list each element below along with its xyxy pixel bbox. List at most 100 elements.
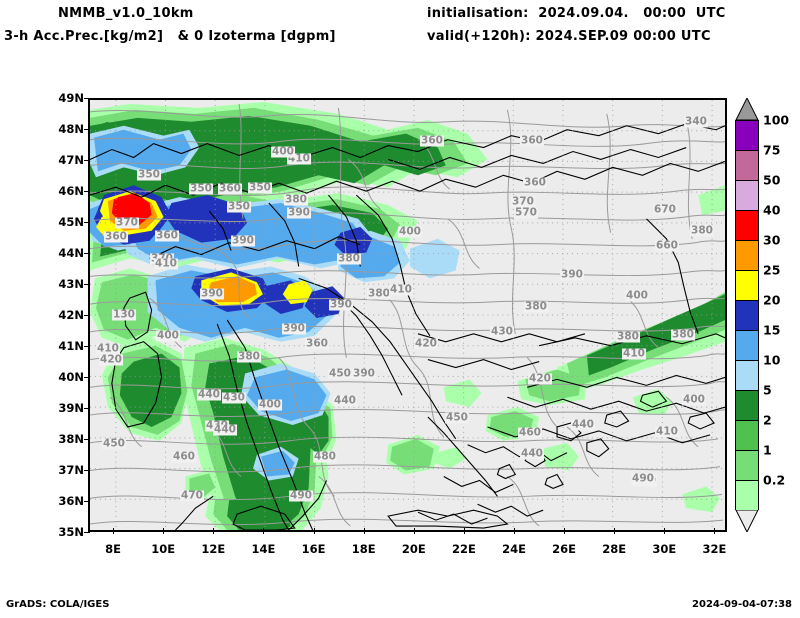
contour-label: 420 [99, 353, 123, 366]
latitude-axis: 35N 36N 37N 38N 39N 40N 41N 42N 43N 44N 45N 46N 47N 4… [0, 91, 90, 539]
contour-label: 440 [520, 447, 544, 460]
longitude-tick-label: 26E [552, 542, 577, 556]
colorbar-tick-label: 25 [763, 262, 781, 278]
longitude-tick-mark [564, 528, 566, 534]
colorbar-tick-label: 1 [763, 442, 772, 458]
longitude-tick-label: 28E [602, 542, 627, 556]
colorbar-tick-label: 2 [763, 412, 772, 428]
colorbar-over-arrow [735, 98, 759, 120]
contour-label: 360 [104, 230, 128, 243]
precip-shading [90, 101, 725, 530]
contour-label: 400 [398, 225, 422, 238]
colorbar-band [735, 300, 759, 330]
contour-label: 440 [213, 423, 237, 436]
contour-label: 410 [287, 152, 311, 165]
longitude-tick-mark [714, 528, 716, 534]
latitude-tick-mark [84, 315, 90, 316]
colorbar-divider [735, 330, 759, 331]
contour-label: 400 [682, 393, 706, 406]
contour-label: 350 [137, 168, 161, 181]
latitude-tick-mark [84, 191, 90, 192]
contour-label: 360 [420, 134, 444, 147]
contour-label: 390 [200, 287, 224, 300]
contour-label: 410 [622, 347, 646, 360]
contour-label: 380 [690, 224, 714, 237]
colorbar-tick-label: 15 [763, 322, 781, 338]
colorbar-tick-label: 40 [763, 202, 781, 218]
contour-label: 390 [560, 268, 584, 281]
weather-map-plot: 340 350 350 360 350 360 410 400 360 360 370 360 360 3… [88, 98, 727, 532]
colorbar-tick-label: 100 [763, 112, 790, 128]
longitude-tick-mark [363, 528, 365, 534]
colorbar-divider [735, 150, 759, 151]
longitude-tick-mark [163, 528, 165, 534]
longitude-tick-label: 32E [702, 542, 727, 556]
colorbar-band [735, 390, 759, 420]
colorbar-divider [735, 360, 759, 361]
colorbar-divider [735, 210, 759, 211]
colorbar-divider [735, 390, 759, 391]
longitude-tick-mark [213, 528, 215, 534]
contour-label: 360 [155, 229, 179, 242]
longitude-tick-label: 20E [401, 542, 426, 556]
contour-label: 440 [333, 394, 357, 407]
latitude-tick-label: 37N [58, 463, 84, 477]
longitude-tick-label: 16E [301, 542, 326, 556]
contour-label: 380 [671, 328, 695, 341]
colorbar-band [735, 150, 759, 180]
longitude-axis: 8E 10E 12E 14E 16E 18E 20E 22E 24E 26E 28E 30E 32E [88, 528, 727, 560]
latitude-tick-mark [84, 129, 90, 130]
colorbar-tick-label: 50 [763, 172, 781, 188]
contour-label: 410 [655, 425, 679, 438]
contour-label: 480 [313, 450, 337, 463]
colorbar-tick-label: 20 [763, 292, 781, 308]
contour-label: 350 [248, 181, 272, 194]
precipitation-colorbar: 0.2 1 2 5 10 15 20 25 30 40 50 75 100 [735, 98, 789, 532]
contour-label: 670 [653, 203, 677, 216]
latitude-tick-mark [84, 501, 90, 502]
colorbar-tick-label: 30 [763, 232, 781, 248]
model-title: NMMB_v1.0_10km [58, 6, 194, 21]
valid-time: valid(+120h): 2024.SEP.09 00:00 UTC [427, 29, 711, 44]
latitude-tick-label: 45N [58, 215, 84, 229]
field-description: 3-h Acc.Prec.[kg/m2] & 0 Izoterma [dgpm] [4, 29, 336, 44]
contour-label: 490 [631, 472, 655, 485]
longitude-tick-mark [463, 528, 465, 534]
latitude-tick-label: 40N [58, 370, 84, 384]
contour-label: 410 [96, 342, 120, 355]
colorbar-band [735, 180, 759, 210]
colorbar-band [735, 270, 759, 300]
longitude-tick-label: 24E [502, 542, 526, 556]
longitude-tick-label: 18E [351, 542, 376, 556]
longitude-tick-mark [413, 528, 415, 534]
colorbar-tick-label: 0.2 [763, 472, 786, 488]
contour-label: 400 [156, 329, 180, 342]
contour-label: 400 [625, 289, 649, 302]
contour-label: 390 [287, 206, 311, 219]
latitude-tick-mark [84, 439, 90, 440]
contour-label: 350 [189, 182, 213, 195]
colorbar-divider [735, 270, 759, 271]
colorbar-band [735, 480, 759, 510]
colorbar-band [735, 420, 759, 450]
contour-label: 430 [490, 325, 514, 338]
contour-label: 490 [289, 489, 313, 502]
contour-label: 360 [520, 134, 544, 147]
contour-label: 460 [172, 450, 196, 463]
colorbar-band [735, 360, 759, 390]
contour-label: 450 [445, 411, 469, 424]
contour-label: 380 [284, 193, 308, 206]
colorbar-band [735, 450, 759, 480]
contour-label: 470 [180, 489, 204, 502]
longitude-tick-label: 22E [451, 542, 476, 556]
longitude-tick-mark [614, 528, 616, 534]
contour-label: 380 [337, 252, 361, 265]
contour-label: 430 [222, 391, 246, 404]
longitude-tick-label: 10E [151, 542, 176, 556]
longitude-tick-label: 8E [105, 542, 121, 556]
contour-label: 390 [282, 322, 306, 335]
longitude-tick-mark [113, 528, 115, 534]
latitude-tick-mark [84, 284, 90, 285]
latitude-tick-label: 43N [58, 277, 84, 291]
colorbar-divider [735, 240, 759, 241]
